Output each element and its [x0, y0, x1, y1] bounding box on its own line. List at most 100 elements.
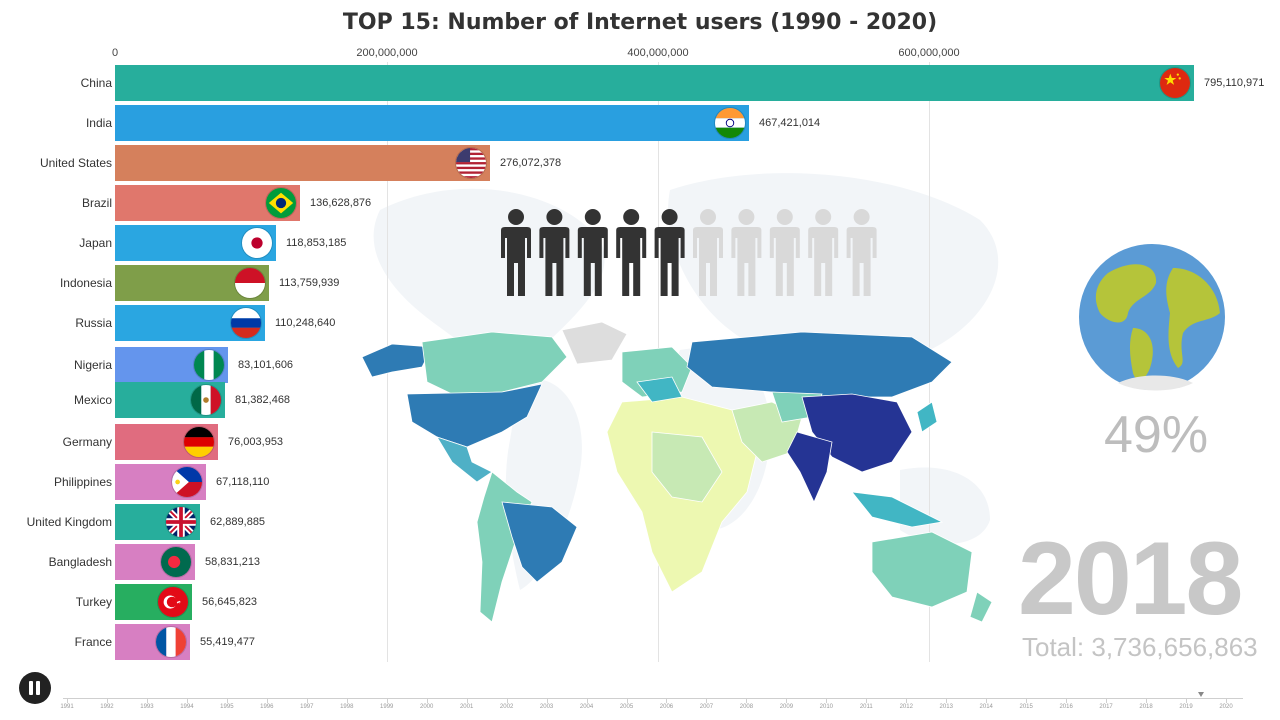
india-flag-icon	[714, 107, 746, 139]
timeline-year-label[interactable]: 1993	[140, 704, 154, 710]
value-label: 67,118,110	[216, 476, 270, 488]
timeline-year-label[interactable]: 2007	[699, 704, 714, 710]
timeline-tick	[786, 699, 788, 703]
country-label: United States	[39, 156, 112, 170]
timeline-year-label[interactable]: 2019	[1179, 704, 1193, 710]
nigeria-flag-icon	[193, 349, 225, 381]
timeline-tick	[466, 699, 468, 703]
person-icon	[577, 209, 608, 296]
turkey-flag-icon	[157, 586, 189, 618]
timeline-tick	[67, 699, 68, 703]
timeline-year-label[interactable]: 1998	[340, 704, 354, 710]
country-label: India	[85, 116, 112, 130]
timeline-tick	[1106, 699, 1108, 703]
timeline-tick	[386, 699, 388, 703]
timeline-tick	[826, 699, 828, 703]
timeline-tick	[586, 699, 588, 703]
country-label: Bangladesh	[48, 555, 112, 569]
percent-online-label: 49%	[1104, 406, 1209, 464]
timeline-year-label[interactable]: 1994	[180, 704, 194, 710]
timeline-tick	[1146, 699, 1148, 703]
timeline-year-label[interactable]: 2004	[579, 704, 594, 710]
philippines-flag-icon	[171, 466, 203, 498]
choropleth-world-map	[361, 322, 993, 623]
country-label: China	[80, 76, 112, 90]
timeline-year-label[interactable]: 2011	[859, 704, 873, 710]
country-label: Germany	[62, 435, 112, 449]
timeline-year-label[interactable]: 2010	[819, 704, 834, 710]
person-icon	[616, 209, 647, 296]
timeline-tick	[906, 699, 908, 703]
country-label: Brazil	[81, 196, 112, 210]
mexico-flag-icon	[190, 384, 222, 416]
timeline-tick	[506, 699, 508, 703]
timeline-year-label[interactable]: 1992	[100, 704, 114, 710]
timeline-year-label[interactable]: 1995	[220, 704, 234, 710]
timeline-year-label[interactable]: 2018	[1139, 704, 1153, 710]
timeline-year-label[interactable]: 2012	[899, 704, 913, 710]
timeline-tick	[146, 699, 148, 703]
timeline-tick	[986, 699, 988, 703]
timeline-year-label[interactable]: 1997	[300, 704, 314, 710]
bangladesh-flag-icon	[160, 546, 192, 578]
x-tick-label: 600,000,000	[898, 47, 960, 59]
timeline-tick	[1186, 699, 1188, 703]
timeline-tick	[866, 699, 868, 703]
timeline-year-label[interactable]: 2003	[539, 704, 554, 710]
country-label: United Kingdom	[26, 515, 112, 529]
france-flag-icon	[155, 626, 187, 658]
timeline-year-label[interactable]: 2014	[979, 704, 993, 710]
indonesia-flag-icon	[234, 267, 266, 299]
timeline-tick	[706, 699, 708, 703]
value-label: 136,628,876	[310, 197, 372, 209]
timeline-year-label[interactable]: 2006	[659, 704, 674, 710]
timeline-year-label[interactable]: 1996	[260, 704, 274, 710]
timeline-year-label[interactable]: 2000	[420, 704, 434, 710]
timeline-year-label[interactable]: 2008	[739, 704, 754, 710]
timeline-tick	[746, 699, 748, 703]
china-flag-icon	[1159, 67, 1191, 99]
timeline-year-label[interactable]: 2005	[619, 704, 634, 710]
timeline-track[interactable]	[63, 698, 1243, 699]
timeline-year-label[interactable]: 2015	[1019, 704, 1033, 710]
pause-button[interactable]	[19, 672, 51, 704]
x-tick-label: 400,000,000	[627, 47, 689, 59]
timeline-year-label[interactable]: 2016	[1059, 704, 1073, 710]
value-label: 55,419,477	[200, 636, 256, 648]
brazil-flag-icon	[265, 187, 297, 219]
globe-icon	[1079, 244, 1225, 391]
timeline-year-label[interactable]: 2002	[499, 704, 514, 710]
timeline-tick	[1226, 699, 1227, 703]
timeline-year-label[interactable]: 1999	[380, 704, 394, 710]
timeline-tick	[546, 699, 548, 703]
timeline-tick	[186, 699, 188, 703]
timeline-tick	[306, 699, 308, 703]
bar-united-states	[115, 145, 490, 181]
people-pictogram	[501, 209, 877, 296]
value-label: 118,853,185	[286, 237, 347, 249]
country-label: Nigeria	[73, 358, 112, 372]
value-label: 76,003,953	[228, 436, 284, 448]
value-label: 276,072,378	[500, 157, 562, 169]
timeline-marker[interactable]	[1198, 692, 1204, 697]
timeline-year-label[interactable]: 2001	[459, 704, 474, 710]
germany-flag-icon	[183, 426, 215, 458]
timeline-year-label[interactable]: 1991	[60, 704, 74, 710]
current-year-label: 2018	[1018, 521, 1243, 637]
timeline-year-label[interactable]: 2017	[1099, 704, 1113, 710]
timeline-tick	[226, 699, 228, 703]
value-label: 62,889,885	[210, 516, 266, 528]
country-label: France	[74, 635, 112, 649]
timeline-year-label[interactable]: 2020	[1219, 704, 1233, 710]
timeline-year-label[interactable]: 2013	[939, 704, 953, 710]
value-label: 58,831,213	[205, 556, 261, 568]
value-label: 56,645,823	[202, 596, 258, 608]
country-label: Indonesia	[59, 276, 112, 290]
x-tick-label: 0	[111, 47, 119, 59]
person-icon	[654, 209, 685, 296]
country-label: Russia	[75, 316, 112, 330]
timeline-tick	[346, 699, 348, 703]
timeline-year-label[interactable]: 2009	[779, 704, 794, 710]
japan-flag-icon	[241, 227, 273, 259]
value-label: 83,101,606	[238, 359, 294, 371]
